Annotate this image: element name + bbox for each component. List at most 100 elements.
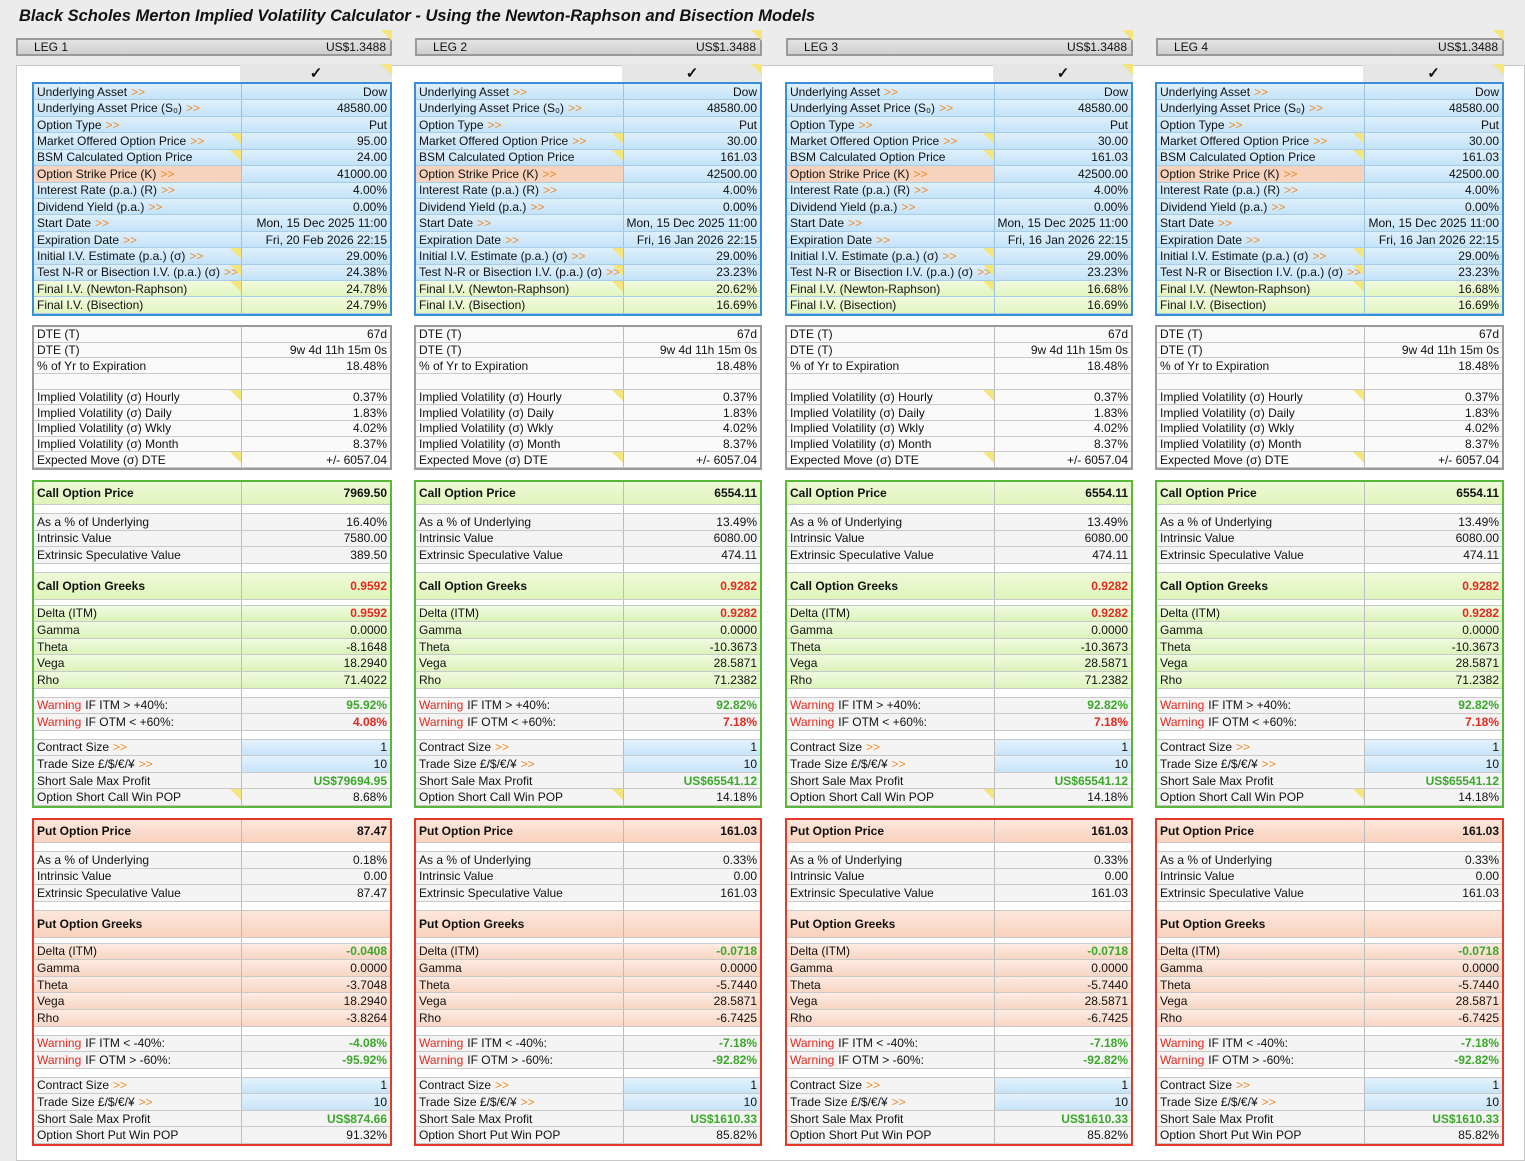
arrow-link[interactable]: >> [1246, 232, 1261, 247]
input-value[interactable]: 161.03 [720, 150, 757, 165]
leg-checkbox[interactable]: ✓ [240, 64, 392, 82]
arrow-link[interactable]: >> [520, 1095, 535, 1110]
arrow-link[interactable]: >> [487, 117, 502, 132]
comment-triangle-icon[interactable] [230, 281, 241, 293]
arrow-link[interactable]: >> [1313, 133, 1328, 148]
arrow-link[interactable]: >> [1284, 183, 1299, 198]
arrow-link[interactable]: >> [542, 166, 557, 181]
arrow-link[interactable]: >> [1271, 199, 1286, 214]
arrow-link[interactable]: >> [505, 232, 520, 247]
arrow-link[interactable]: >> [123, 232, 138, 247]
input-value[interactable]: 24.38% [346, 265, 387, 280]
input-value[interactable]: 24.00 [356, 150, 387, 165]
arrow-link[interactable]: >> [858, 117, 873, 132]
comment-triangle-icon[interactable] [612, 264, 623, 276]
arrow-link[interactable]: >> [495, 1078, 510, 1093]
input-value[interactable]: 48580.00 [336, 101, 387, 116]
comment-triangle-icon[interactable] [612, 149, 623, 161]
arrow-link[interactable]: >> [113, 740, 128, 755]
comment-triangle-icon[interactable] [983, 264, 994, 276]
input-value[interactable]: Put [1480, 117, 1499, 132]
arrow-link[interactable]: >> [160, 166, 175, 181]
arrow-link[interactable]: >> [901, 199, 916, 214]
arrow-link[interactable]: >> [105, 117, 120, 132]
comment-triangle-icon[interactable] [983, 133, 994, 145]
input-value[interactable]: 161.03 [1462, 150, 1499, 165]
comment-triangle-icon[interactable] [1122, 64, 1133, 75]
arrow-link[interactable]: >> [513, 84, 528, 99]
input-value[interactable]: 30.00 [726, 133, 757, 148]
arrow-link[interactable]: >> [943, 133, 958, 148]
arrow-link[interactable]: >> [148, 199, 163, 214]
leg-checkbox[interactable]: ✓ [993, 64, 1133, 82]
input-value[interactable]: 24.79% [346, 298, 387, 313]
comment-triangle-icon[interactable] [751, 30, 762, 41]
call-value[interactable]: 10 [242, 756, 390, 772]
input-value[interactable]: 41000.00 [336, 166, 387, 181]
arrow-link[interactable]: >> [1228, 117, 1243, 132]
input-value[interactable]: 4.00% [1464, 183, 1499, 198]
arrow-link[interactable]: >> [190, 133, 205, 148]
comment-triangle-icon[interactable] [1353, 248, 1364, 260]
input-value[interactable]: 0.00% [1093, 199, 1128, 214]
arrow-link[interactable]: >> [913, 166, 928, 181]
input-value[interactable]: 23.23% [716, 265, 757, 280]
input-value[interactable]: Fri, 16 Jan 2026 22:15 [1007, 232, 1128, 247]
arrow-link[interactable]: >> [543, 183, 558, 198]
arrow-link[interactable]: >> [568, 101, 583, 116]
comment-triangle-icon[interactable] [983, 281, 994, 293]
arrow-link[interactable]: >> [914, 183, 929, 198]
arrow-link[interactable]: >> [520, 757, 535, 772]
input-value[interactable]: Fri, 20 Feb 2026 22:15 [265, 232, 387, 247]
comment-triangle-icon[interactable] [612, 389, 623, 401]
arrow-link[interactable]: >> [189, 248, 204, 263]
put-value[interactable]: 10 [242, 1094, 390, 1110]
comment-triangle-icon[interactable] [983, 248, 994, 260]
input-value[interactable]: 29.00% [716, 248, 757, 263]
comment-triangle-icon[interactable] [230, 133, 241, 145]
arrow-link[interactable]: >> [1261, 1095, 1276, 1110]
input-value[interactable]: 20.62% [716, 281, 757, 296]
input-value[interactable]: 48580.00 [1077, 101, 1128, 116]
call-value[interactable]: 1 [624, 739, 760, 756]
arrow-link[interactable]: >> [530, 199, 545, 214]
input-value[interactable]: Put [1109, 117, 1128, 132]
put-value[interactable]: 10 [1365, 1094, 1502, 1110]
comment-triangle-icon[interactable] [1353, 789, 1364, 801]
arrow-link[interactable]: >> [1236, 1078, 1251, 1093]
arrow-link[interactable]: >> [1312, 248, 1327, 263]
arrow-link[interactable]: >> [138, 1095, 153, 1110]
arrow-link[interactable]: >> [113, 1078, 128, 1093]
comment-triangle-icon[interactable] [230, 389, 241, 401]
comment-triangle-icon[interactable] [1353, 149, 1364, 161]
input-value[interactable]: 4.00% [352, 183, 387, 198]
comment-triangle-icon[interactable] [1353, 281, 1364, 293]
input-value[interactable]: 23.23% [1458, 265, 1499, 280]
call-value[interactable]: 10 [624, 756, 760, 772]
arrow-link[interactable]: >> [161, 183, 176, 198]
arrow-link[interactable]: >> [131, 84, 146, 99]
comment-triangle-icon[interactable] [612, 789, 623, 801]
arrow-link[interactable]: >> [1236, 740, 1251, 755]
call-value[interactable]: 1 [242, 739, 390, 756]
arrow-link[interactable]: >> [876, 232, 891, 247]
input-value[interactable]: Dow [1103, 84, 1128, 99]
input-value[interactable]: 4.00% [722, 183, 757, 198]
comment-triangle-icon[interactable] [230, 264, 241, 276]
input-value[interactable]: 24.78% [346, 281, 387, 296]
comment-triangle-icon[interactable] [1122, 30, 1133, 41]
arrow-link[interactable]: >> [1254, 84, 1269, 99]
input-value[interactable]: 16.69% [716, 298, 757, 313]
input-value[interactable]: Dow [1474, 84, 1499, 99]
comment-triangle-icon[interactable] [1353, 452, 1364, 464]
input-value[interactable]: 29.00% [1087, 248, 1128, 263]
arrow-link[interactable]: >> [571, 248, 586, 263]
input-value[interactable]: 48580.00 [1448, 101, 1499, 116]
input-value[interactable]: 4.00% [1093, 183, 1128, 198]
comment-triangle-icon[interactable] [230, 248, 241, 260]
comment-triangle-icon[interactable] [983, 452, 994, 464]
arrow-link[interactable]: >> [866, 740, 881, 755]
put-value[interactable]: 1 [1365, 1077, 1502, 1094]
put-value[interactable]: 1 [624, 1077, 760, 1094]
comment-triangle-icon[interactable] [1353, 389, 1364, 401]
